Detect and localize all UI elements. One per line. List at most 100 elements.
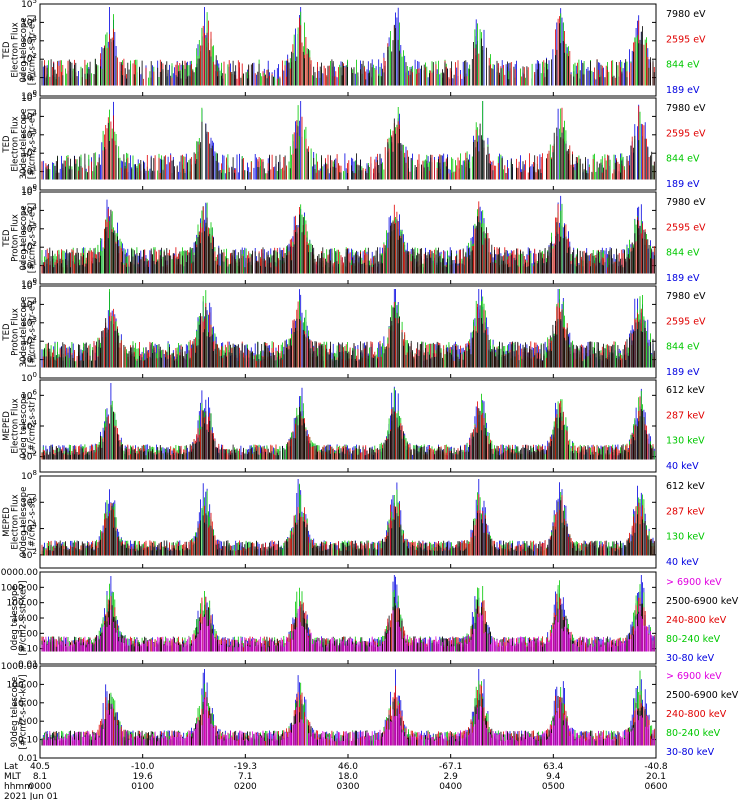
y-axis-label: Electron Flux: [11, 116, 21, 171]
xtick-lat: -10.0: [131, 762, 155, 772]
ytick-label: 0.01: [18, 660, 38, 670]
legend-entry: 80-240 keV: [666, 634, 721, 645]
y-axis-label: MEPED: [2, 507, 12, 537]
ytick-label: 0.10: [18, 736, 38, 746]
ytick-label: 103: [21, 128, 37, 141]
legend-entry: 2595 eV: [666, 34, 706, 45]
ytick-label: 104: [21, 522, 37, 535]
ytick-label: 1000.00: [1, 583, 38, 593]
legend-entry: 7980 eV: [666, 291, 706, 302]
ytick-label: 106: [21, 388, 37, 401]
legend-entry: 612 keV: [666, 481, 705, 492]
legend-entry: 130 keV: [666, 436, 705, 447]
trace-4: [42, 500, 655, 556]
trace-group: [41, 479, 655, 556]
trace-5: [41, 605, 655, 652]
legend-entry: 40 keV: [666, 461, 699, 472]
legend-entry: 2595 eV: [666, 316, 706, 327]
legend-entry: 844 eV: [666, 342, 700, 353]
trace-5: [42, 696, 655, 746]
xtick-hhmm: 0500: [542, 782, 565, 792]
legend-entry: 80-240 keV: [666, 728, 721, 739]
y-axis-label: Electron Flux: [11, 22, 21, 77]
y-axis-label: MEPED: [2, 411, 12, 441]
legend-entry: 30-80 keV: [666, 653, 715, 664]
ytick-label: 10.00: [12, 699, 38, 709]
legend-entry: 844 eV: [666, 60, 700, 71]
ytick-label: 10.00: [12, 614, 38, 624]
ytick-label: 100: [21, 183, 37, 196]
trace-group: [41, 575, 655, 652]
ytick-label: 102: [21, 548, 37, 561]
y-axis-label: TED: [2, 323, 12, 342]
trace-group: [41, 383, 655, 460]
xtick-hhmm: 0600: [645, 782, 668, 792]
legend-entry: 7980 eV: [666, 103, 706, 114]
y-axis-label: 0deg telescope: [19, 393, 29, 458]
ytick-label: 104: [21, 203, 37, 216]
legend-entry: 189 eV: [666, 367, 700, 378]
xtick-mlt: 9.4: [546, 772, 561, 782]
trace-4: [44, 305, 655, 368]
y-axis-label: [#/cm2-s-str-keV]: [19, 581, 29, 656]
ytick-label: 104: [21, 15, 37, 28]
ytick-label: 105: [21, 91, 37, 104]
legend-entry: 40 keV: [666, 557, 699, 568]
legend-entry: 189 eV: [666, 179, 700, 190]
trace-2: [41, 670, 655, 746]
ytick-label: 1.00: [18, 629, 38, 639]
date-label: 2021 Jun 01: [4, 792, 58, 800]
trace-1: [42, 7, 654, 86]
ytick-label: 102: [21, 450, 37, 463]
legend-entry: 287 keV: [666, 506, 705, 517]
legend-entry: 844 eV: [666, 154, 700, 165]
y-axis-label: [#/cm2-s-str]: [28, 494, 38, 551]
ytick-label: 103: [21, 222, 37, 235]
legend-entry: 240-800 keV: [666, 615, 727, 626]
y-axis-label: TED: [2, 135, 12, 154]
legend-entry: 7980 eV: [666, 197, 706, 208]
ytick-label: 100.00: [7, 680, 39, 690]
trace-3: [41, 105, 655, 180]
legend-entry: 2595 eV: [666, 128, 706, 139]
trace-4: [41, 597, 655, 652]
y-axis-label: 0deg telescope: [19, 17, 29, 82]
y-axis-label: [#/cm2-s-str]: [28, 398, 38, 455]
legend-entry: 2500-6900 keV: [666, 596, 739, 607]
ytick-label: 103: [21, 316, 37, 329]
ytick-label: 104: [21, 419, 37, 432]
trace-1: [41, 575, 655, 652]
panel-8: 1000.00 100.00 10.00 1.00 0.10 0.01 90deg tele…: [1, 662, 739, 764]
xtick-hhmm: 0000: [29, 782, 52, 792]
y-axis-label: 0deg telescope: [10, 585, 20, 650]
ytick-label: 100: [21, 371, 37, 384]
xtick-mlt: 7.1: [238, 772, 252, 782]
xtick-mlt: 20.1: [646, 772, 666, 782]
ytick-label: 0.10: [18, 645, 38, 655]
ytick-label: 1.00: [18, 717, 38, 727]
y-axis-label: TED: [2, 229, 12, 248]
xtick-hhmm: 0400: [439, 782, 462, 792]
ytick-label: 100.00: [7, 599, 39, 609]
ytick-label: 100: [21, 277, 37, 290]
x-row-label: hhmm: [4, 782, 33, 792]
legend-entry: > 6900 keV: [666, 577, 722, 588]
ytick-label: 102: [21, 334, 37, 347]
xtick-lat: 63.4: [543, 762, 563, 772]
y-axis-label: 0deg telescope: [19, 205, 29, 270]
y-axis-label: 90deg telescope: [10, 677, 20, 748]
trace-group: [41, 7, 655, 86]
xtick-mlt: 18.0: [338, 772, 358, 782]
xtick-mlt: 2.9: [444, 772, 459, 782]
trace-3: [41, 593, 655, 652]
trace-group: [41, 101, 655, 180]
y-axis-label: Proton Flux: [11, 214, 21, 262]
xtick-lat: 46.0: [338, 762, 358, 772]
ytick-label: 104: [21, 297, 37, 310]
trace-3: [44, 16, 655, 86]
legend-entry: 189 eV: [666, 85, 700, 96]
